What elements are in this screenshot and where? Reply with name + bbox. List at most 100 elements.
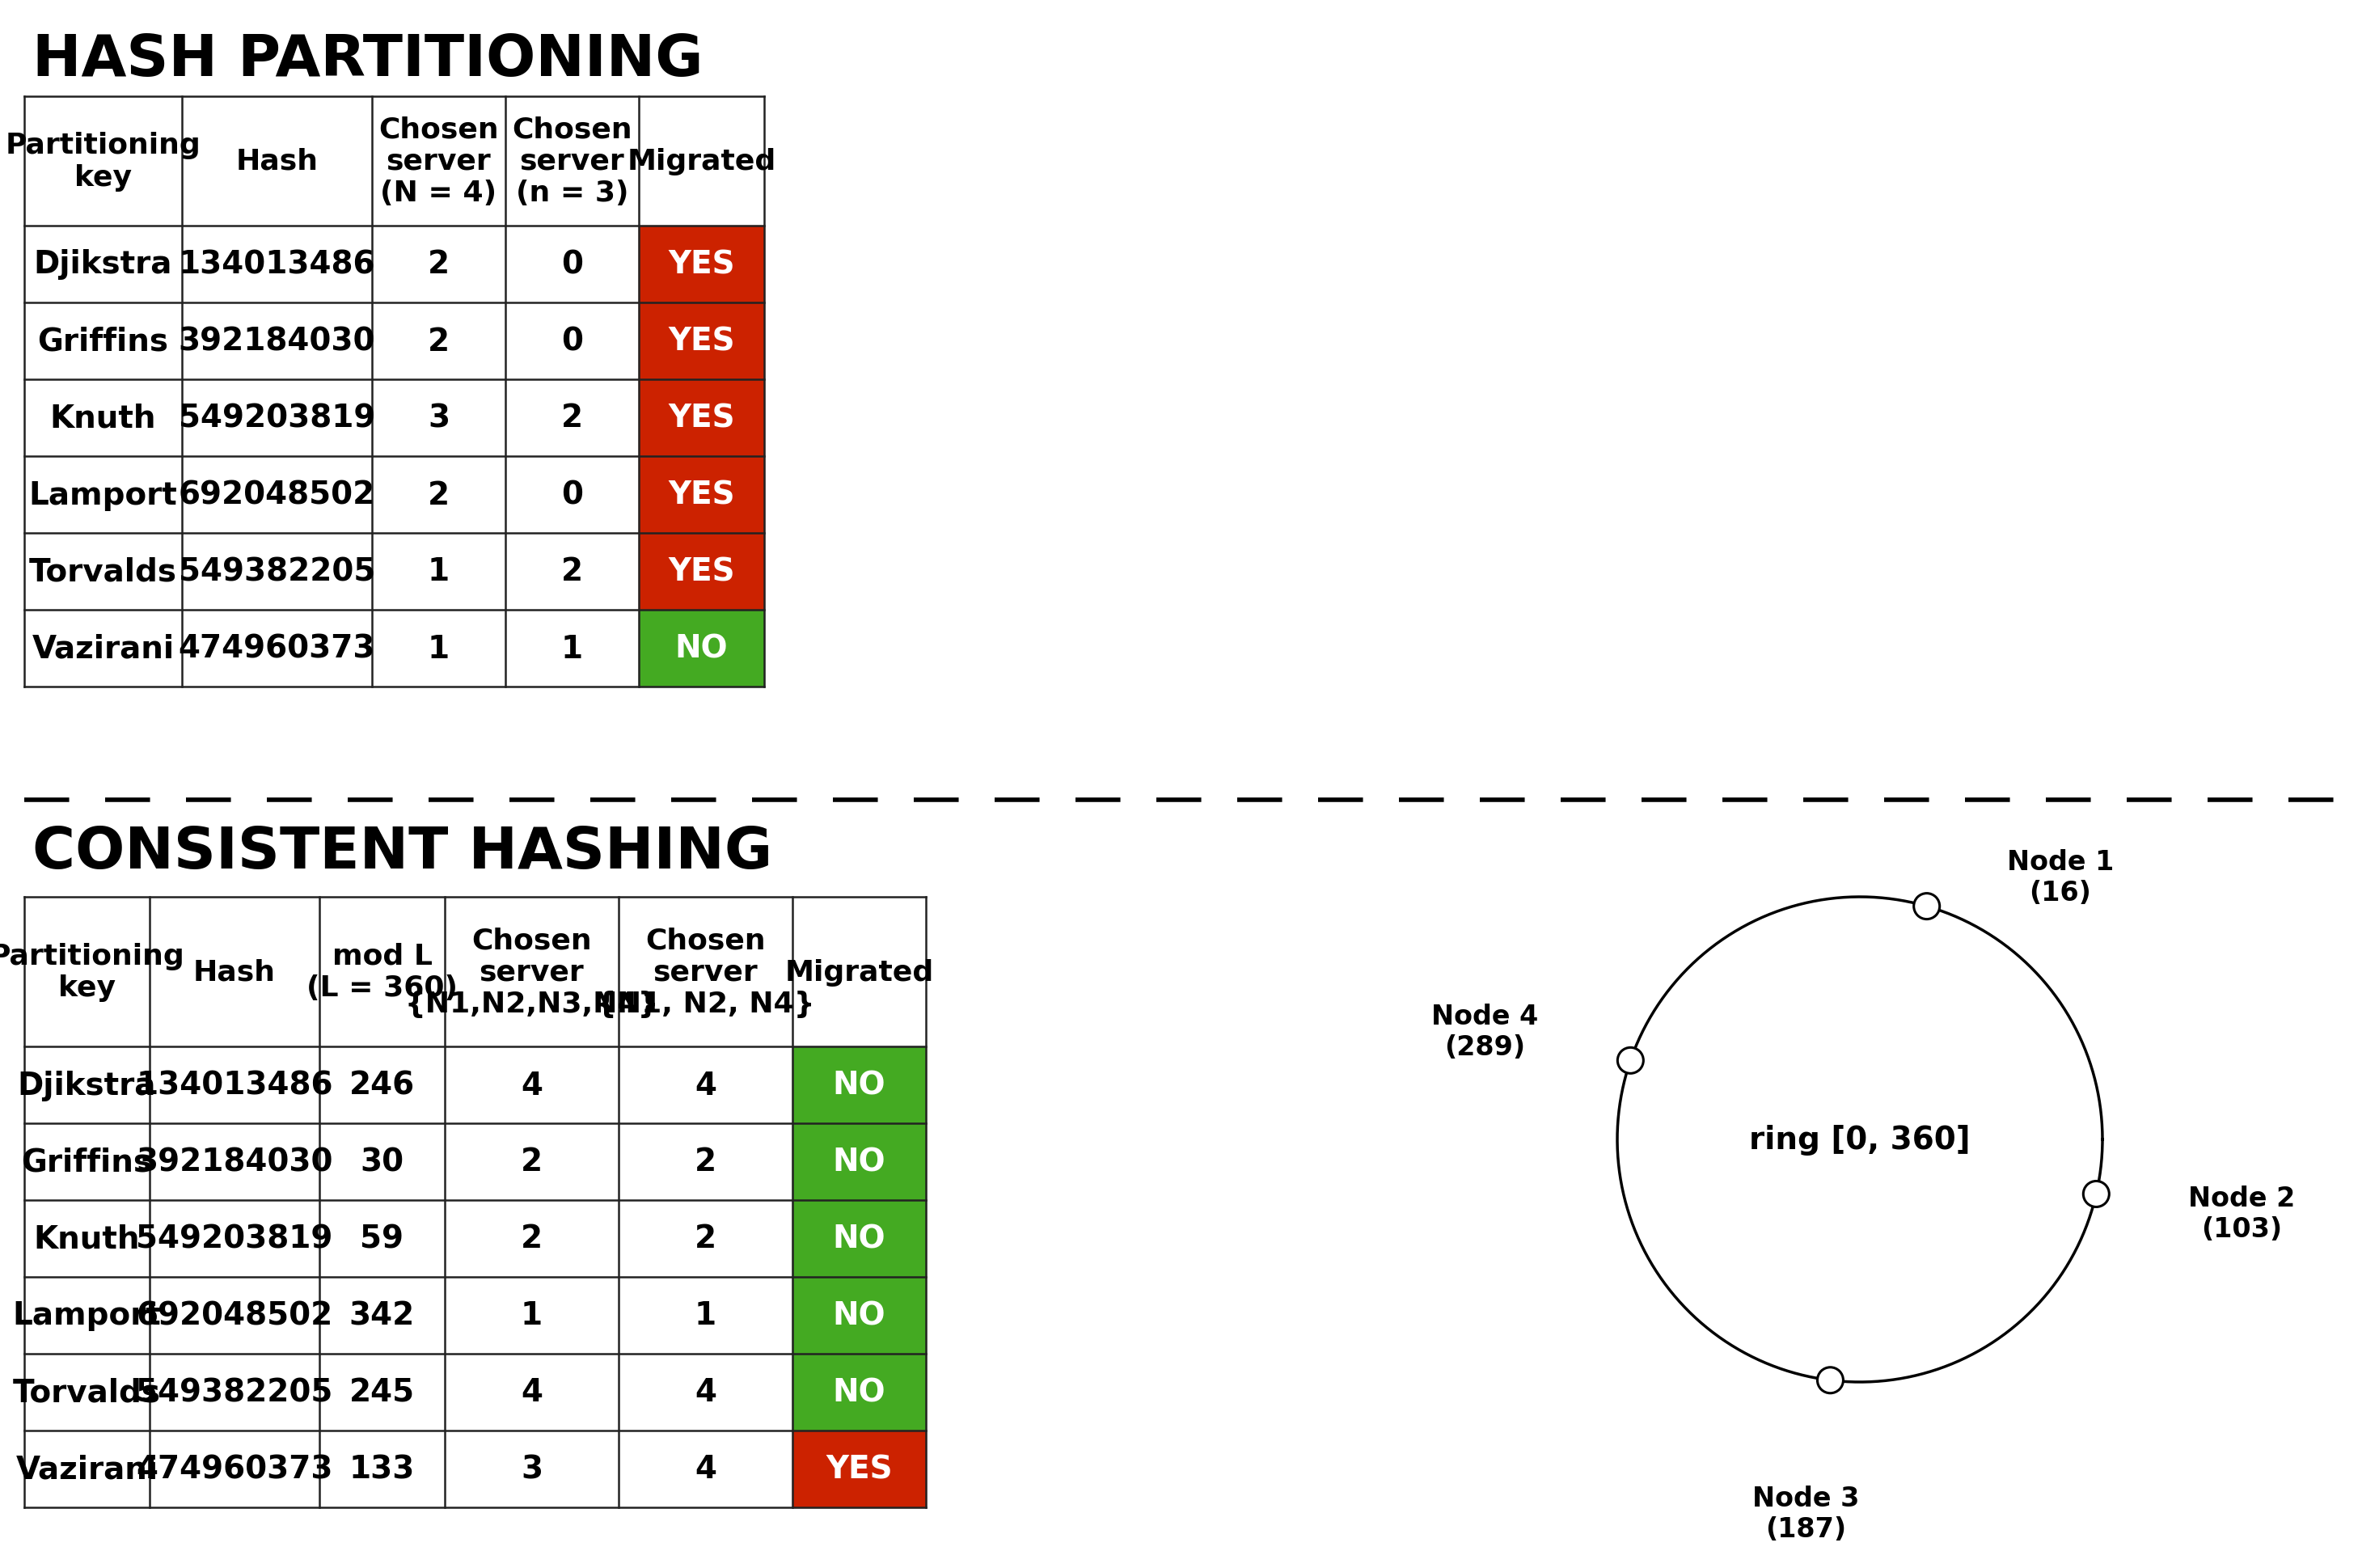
Bar <box>640 610 764 687</box>
Text: 30: 30 <box>359 1146 404 1178</box>
Text: 474960373: 474960373 <box>136 1454 333 1485</box>
Circle shape <box>2084 1181 2110 1207</box>
Text: 2: 2 <box>428 480 450 511</box>
Text: Chosen
server
(n = 3): Chosen server (n = 3) <box>511 116 633 207</box>
Text: 59: 59 <box>359 1223 404 1254</box>
Text: Knuth: Knuth <box>50 403 157 434</box>
Text: YES: YES <box>668 557 735 586</box>
Text: Torvalds: Torvalds <box>29 557 176 586</box>
Bar <box>792 1200 925 1276</box>
Text: 692048502: 692048502 <box>136 1300 333 1331</box>
Text: 2: 2 <box>695 1223 716 1254</box>
Text: Djikstra: Djikstra <box>17 1069 157 1101</box>
Text: YES: YES <box>668 249 735 281</box>
Bar <box>640 456 764 533</box>
Text: 4: 4 <box>695 1454 716 1485</box>
Bar <box>792 1276 925 1353</box>
Bar <box>792 1047 925 1123</box>
Text: Migrated: Migrated <box>628 147 776 176</box>
Text: 4: 4 <box>695 1069 716 1101</box>
Text: 4: 4 <box>521 1069 542 1101</box>
Circle shape <box>1818 1367 1844 1394</box>
Text: 474960373: 474960373 <box>178 633 376 663</box>
Text: Torvalds: Torvalds <box>12 1377 162 1408</box>
Bar <box>640 303 764 379</box>
Text: 4: 4 <box>521 1377 542 1408</box>
Text: Node 4
(289): Node 4 (289) <box>1432 1004 1539 1060</box>
Text: 245: 245 <box>350 1377 414 1408</box>
Text: Djikstra: Djikstra <box>33 249 171 281</box>
Text: 1: 1 <box>695 1300 716 1331</box>
Text: YES: YES <box>668 326 735 358</box>
Text: 392184030: 392184030 <box>178 326 376 358</box>
Text: Hash: Hash <box>236 147 319 176</box>
Text: 1: 1 <box>428 557 450 586</box>
Text: 692048502: 692048502 <box>178 480 376 511</box>
Text: Node 2
(103): Node 2 (103) <box>2189 1185 2296 1242</box>
Text: 1: 1 <box>521 1300 542 1331</box>
Text: 246: 246 <box>350 1069 414 1101</box>
Text: 549203819: 549203819 <box>136 1223 333 1254</box>
Text: Chosen
server
{N1,N2,N3,N4}: Chosen server {N1,N2,N3,N4} <box>404 927 659 1018</box>
Text: Griffins: Griffins <box>38 326 169 358</box>
Text: 549382205: 549382205 <box>178 557 376 586</box>
Text: Knuth: Knuth <box>33 1223 140 1254</box>
Text: CONSISTENT HASHING: CONSISTENT HASHING <box>33 825 773 880</box>
Text: 549203819: 549203819 <box>178 403 376 434</box>
Text: NO: NO <box>676 633 728 663</box>
Bar <box>792 1123 925 1200</box>
Text: Vazirani: Vazirani <box>31 633 174 663</box>
Text: ring [0, 360]: ring [0, 360] <box>1749 1124 1970 1156</box>
Circle shape <box>1913 894 1939 919</box>
Bar <box>640 379 764 456</box>
Text: 134013486: 134013486 <box>136 1069 333 1101</box>
Text: 2: 2 <box>428 249 450 281</box>
Text: HASH PARTITIONING: HASH PARTITIONING <box>33 33 704 88</box>
Text: 342: 342 <box>350 1300 414 1331</box>
Text: Partitioning
key: Partitioning key <box>0 942 186 1002</box>
Text: 2: 2 <box>561 557 583 586</box>
Text: 0: 0 <box>561 326 583 358</box>
Text: NO: NO <box>833 1146 885 1178</box>
Text: 2: 2 <box>561 403 583 434</box>
Text: Partitioning
key: Partitioning key <box>5 132 200 191</box>
Text: 2: 2 <box>428 326 450 358</box>
Text: NO: NO <box>833 1223 885 1254</box>
Bar <box>640 226 764 303</box>
Bar <box>792 1430 925 1507</box>
Text: YES: YES <box>668 480 735 511</box>
Text: Lamport: Lamport <box>12 1300 162 1331</box>
Text: 0: 0 <box>561 480 583 511</box>
Text: YES: YES <box>826 1454 892 1485</box>
Text: 3: 3 <box>521 1454 542 1485</box>
Text: 0: 0 <box>561 249 583 281</box>
Text: Griffins: Griffins <box>21 1146 152 1178</box>
Text: Chosen
server
(N = 4): Chosen server (N = 4) <box>378 116 500 207</box>
Text: YES: YES <box>668 403 735 434</box>
Text: 1: 1 <box>561 633 583 663</box>
Text: 1: 1 <box>428 633 450 663</box>
Text: 3: 3 <box>428 403 450 434</box>
Text: 4: 4 <box>695 1377 716 1408</box>
Text: 549382205: 549382205 <box>136 1377 333 1408</box>
Bar <box>640 533 764 610</box>
Text: Migrated: Migrated <box>785 958 933 986</box>
Text: Chosen
server
{N1, N2, N4}: Chosen server {N1, N2, N4} <box>597 927 816 1018</box>
Bar <box>792 1353 925 1430</box>
Text: Node 3
(187): Node 3 (187) <box>1753 1485 1860 1543</box>
Text: 392184030: 392184030 <box>136 1146 333 1178</box>
Text: 2: 2 <box>521 1223 542 1254</box>
Text: 2: 2 <box>521 1146 542 1178</box>
Text: 133: 133 <box>350 1454 414 1485</box>
Text: NO: NO <box>833 1377 885 1408</box>
Text: Lamport: Lamport <box>29 480 178 511</box>
Text: Hash: Hash <box>193 958 276 986</box>
Text: 2: 2 <box>695 1146 716 1178</box>
Text: NO: NO <box>833 1069 885 1101</box>
Text: 134013486: 134013486 <box>178 249 376 281</box>
Text: NO: NO <box>833 1300 885 1331</box>
Text: Node 1
(16): Node 1 (16) <box>2005 848 2113 906</box>
Text: Vazirani: Vazirani <box>17 1454 157 1485</box>
Circle shape <box>1618 1047 1644 1074</box>
Text: mod L
(L = 360): mod L (L = 360) <box>307 942 457 1002</box>
